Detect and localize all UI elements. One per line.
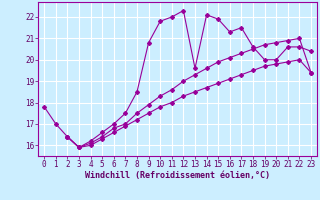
X-axis label: Windchill (Refroidissement éolien,°C): Windchill (Refroidissement éolien,°C) — [85, 171, 270, 180]
